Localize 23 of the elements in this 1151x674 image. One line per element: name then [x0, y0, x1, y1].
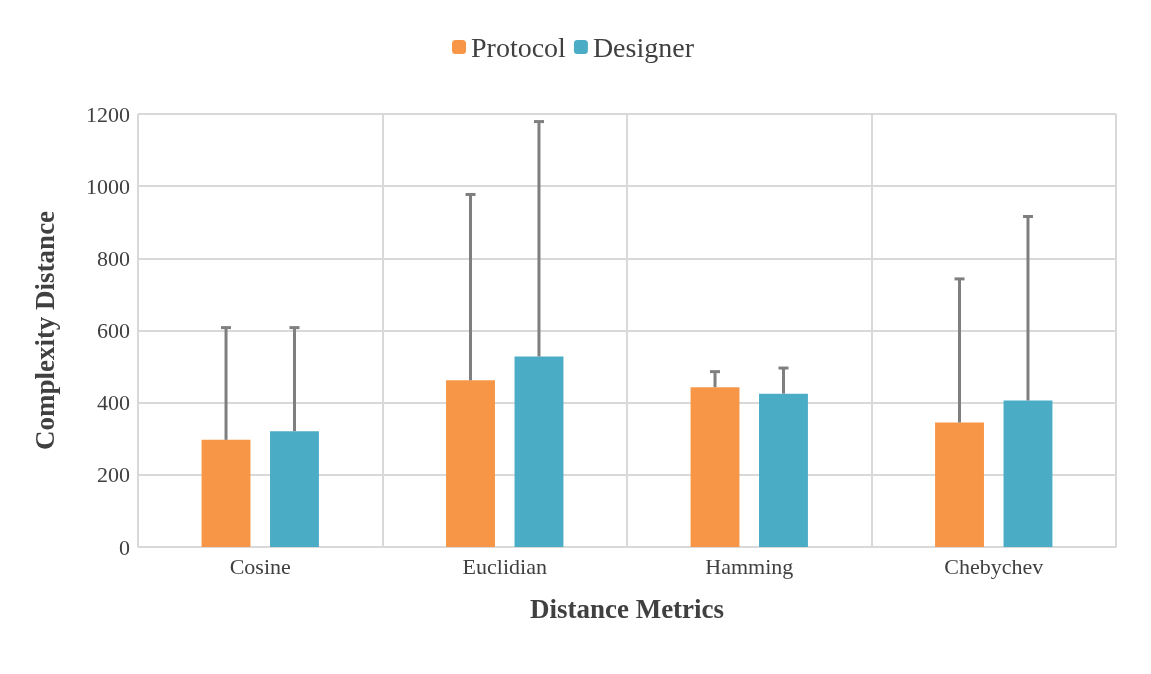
y-tick-label: 0 [119, 534, 130, 560]
bar [690, 387, 740, 547]
legend-label: Protocol [471, 31, 567, 63]
y-tick-label: 1200 [86, 101, 130, 127]
bar [1003, 400, 1053, 547]
x-tick-label: Euclidian [462, 553, 547, 579]
bar [935, 422, 984, 547]
x-tick-label: Chebychev [944, 553, 1044, 579]
x-axis-title: Distance Metrics [529, 593, 725, 624]
y-tick-label: 400 [97, 390, 130, 416]
bar [759, 393, 808, 547]
y-tick-label: 1000 [86, 173, 130, 199]
bar [270, 431, 319, 547]
legend-label: Designer [592, 31, 695, 63]
y-axis-title: Complexity Distance [29, 210, 60, 451]
y-tick-label: 800 [97, 245, 130, 271]
x-tick-label: Cosine [229, 553, 291, 579]
bar [446, 380, 495, 547]
bar [514, 356, 564, 547]
y-tick-label: 600 [97, 318, 130, 343]
y-tick-label: 200 [97, 462, 130, 488]
bar [201, 439, 251, 547]
x-tick-label: Hamming [705, 553, 794, 579]
